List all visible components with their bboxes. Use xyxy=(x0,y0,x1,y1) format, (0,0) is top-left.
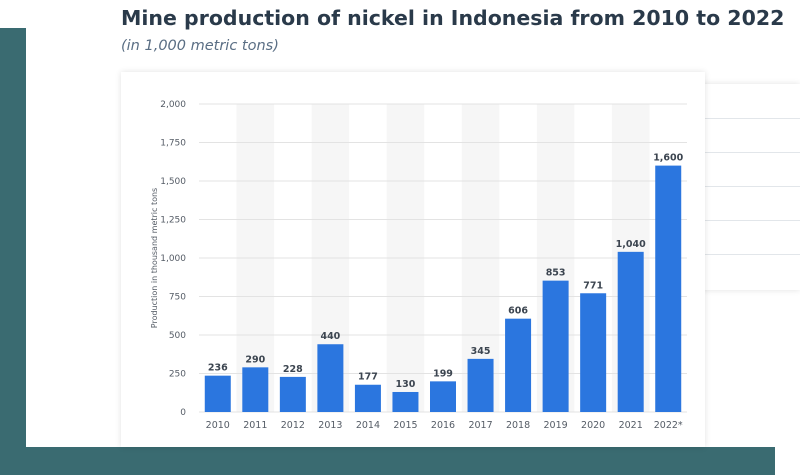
y-tick-label: 1,250 xyxy=(160,216,186,226)
x-tick-label: 2016 xyxy=(431,420,455,431)
bar-2010 xyxy=(204,375,231,412)
y-tick-label: 1,750 xyxy=(160,139,186,149)
x-tick-label: 2015 xyxy=(393,420,417,431)
y-tick-label: 0 xyxy=(180,408,186,418)
bar-2018 xyxy=(505,318,532,412)
x-tick-label: 2014 xyxy=(356,420,380,431)
side-toolbar-divider xyxy=(700,118,800,119)
side-toolbar-divider xyxy=(700,152,800,153)
y-tick-label: 500 xyxy=(169,331,186,341)
x-tick-label: 2013 xyxy=(318,420,342,431)
x-tick-label: 2010 xyxy=(206,420,230,431)
x-tick-label: 2022* xyxy=(654,420,683,431)
x-tick-label: 2020 xyxy=(581,420,605,431)
data-label: 199 xyxy=(433,368,453,379)
bar-2019 xyxy=(542,280,569,412)
chart-subtitle: (in 1,000 metric tons) xyxy=(121,38,279,54)
bar-2015 xyxy=(392,391,419,412)
x-tick-label: 2019 xyxy=(544,420,568,431)
data-label: 606 xyxy=(508,306,528,317)
bar-2022 xyxy=(655,165,682,412)
chart-title: Mine production of nickel in Indonesia f… xyxy=(121,6,785,30)
data-label: 236 xyxy=(208,363,228,374)
side-toolbar-divider xyxy=(700,220,800,221)
y-axis-label: Production in thousand metric tons xyxy=(150,188,159,328)
data-label: 177 xyxy=(358,372,378,383)
side-toolbar-divider xyxy=(700,254,800,255)
y-tick-label: 750 xyxy=(169,293,186,303)
x-tick-label: 2018 xyxy=(506,420,530,431)
bar-2011 xyxy=(242,367,269,412)
data-label: 771 xyxy=(583,280,603,291)
side-toolbar-divider xyxy=(700,186,800,187)
data-label: 440 xyxy=(320,331,340,342)
data-label: 290 xyxy=(245,354,265,365)
x-tick-label: 2017 xyxy=(468,420,492,431)
bar-2012 xyxy=(279,376,306,412)
data-label: 1,600 xyxy=(653,153,683,164)
x-tick-label: 2012 xyxy=(281,420,305,431)
bar-2017 xyxy=(467,358,494,412)
data-label: 345 xyxy=(471,346,491,357)
data-label: 1,040 xyxy=(616,239,646,250)
y-tick-label: 250 xyxy=(169,370,186,380)
y-tick-label: 1,500 xyxy=(160,177,186,187)
x-tick-label: 2021 xyxy=(619,420,643,431)
bar-2020 xyxy=(580,293,607,412)
data-label: 853 xyxy=(546,268,566,279)
y-tick-label: 1,000 xyxy=(160,254,186,264)
bar-2016 xyxy=(430,381,456,412)
bar-2013 xyxy=(317,344,344,412)
x-tick-label: 2011 xyxy=(243,420,267,431)
y-tick-label: 2,000 xyxy=(160,100,186,110)
data-label: 130 xyxy=(396,379,416,390)
data-label: 228 xyxy=(283,364,303,375)
bar-2014 xyxy=(354,384,381,412)
bar-2021 xyxy=(617,251,644,412)
